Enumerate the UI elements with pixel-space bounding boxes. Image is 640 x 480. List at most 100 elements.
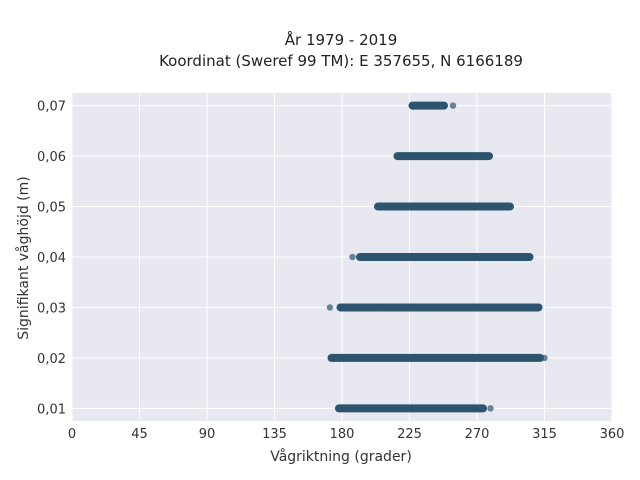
data-point xyxy=(440,203,448,210)
data-point xyxy=(406,253,414,261)
data-point xyxy=(348,354,355,362)
x-tick-label: 315 xyxy=(532,427,557,442)
y-axis-ticks: 0,01 0,02 0,03 0,04 0,05 0,06 0,07 xyxy=(37,100,66,418)
data-point xyxy=(466,253,473,261)
data-point xyxy=(432,354,439,362)
data-point xyxy=(419,102,427,109)
data-point xyxy=(476,203,483,210)
x-tick-label: 270 xyxy=(465,427,490,442)
data-point xyxy=(451,304,458,311)
data-point xyxy=(401,304,409,311)
data-point xyxy=(477,354,484,362)
data-point xyxy=(470,304,478,311)
data-point xyxy=(405,203,412,210)
data-point xyxy=(511,354,519,362)
data-point xyxy=(472,354,479,362)
data-point xyxy=(467,354,474,362)
x-axis-label: Vågriktning (grader) xyxy=(270,448,412,465)
data-point xyxy=(469,405,477,412)
data-point xyxy=(485,152,493,160)
data-point xyxy=(396,253,404,261)
y-tick-label: 0,03 xyxy=(37,301,66,316)
data-point xyxy=(461,304,468,311)
data-point xyxy=(362,304,369,311)
data-point xyxy=(335,405,343,412)
data-point xyxy=(482,354,489,362)
data-point xyxy=(387,354,395,362)
data-point xyxy=(415,203,422,210)
data-point xyxy=(466,203,473,210)
data-point xyxy=(425,102,432,109)
data-point xyxy=(450,203,458,210)
data-point xyxy=(411,304,418,311)
data-point xyxy=(485,304,493,311)
data-point xyxy=(536,354,544,362)
data-point xyxy=(409,152,416,160)
data-point xyxy=(430,203,438,210)
data-point xyxy=(530,304,537,311)
data-point xyxy=(434,152,442,160)
data-point xyxy=(516,354,524,362)
data-point-outlier xyxy=(449,102,457,109)
data-point xyxy=(479,405,487,412)
data-point xyxy=(375,405,382,412)
data-point xyxy=(414,102,421,109)
data-point xyxy=(431,304,438,311)
data-point xyxy=(462,354,469,362)
data-point xyxy=(376,253,384,261)
data-point xyxy=(368,354,375,362)
data-point xyxy=(486,203,493,210)
data-point xyxy=(380,405,387,412)
y-tick-label: 0,06 xyxy=(37,150,66,165)
data-point xyxy=(445,203,453,210)
data-point xyxy=(520,304,527,311)
data-point xyxy=(471,203,478,210)
data-point xyxy=(425,203,432,210)
data-point xyxy=(475,152,483,160)
data-point xyxy=(424,152,432,160)
data-point xyxy=(357,304,364,311)
data-point xyxy=(384,203,392,210)
data-point xyxy=(431,253,438,261)
data-point xyxy=(506,253,513,261)
data-point xyxy=(440,152,447,160)
data-point xyxy=(421,304,428,311)
data-point xyxy=(502,354,509,362)
data-point xyxy=(521,354,529,362)
data-point xyxy=(516,253,523,261)
data-point xyxy=(450,152,457,160)
data-point xyxy=(411,253,419,261)
data-point xyxy=(429,152,437,160)
data-point-outlier xyxy=(326,304,334,311)
data-point xyxy=(471,253,478,261)
data-point xyxy=(456,253,463,261)
y-tick-label: 0,04 xyxy=(37,251,66,266)
data-point xyxy=(451,253,458,261)
data-point xyxy=(496,203,504,210)
data-point xyxy=(426,253,433,261)
data-point-outlier xyxy=(541,354,548,362)
data-point xyxy=(410,405,417,412)
y-tick-label: 0,05 xyxy=(37,201,66,216)
data-point xyxy=(356,253,364,261)
data-point xyxy=(440,405,447,412)
data-point xyxy=(446,253,453,261)
data-point xyxy=(525,304,532,311)
data-point xyxy=(435,405,442,412)
data-point xyxy=(333,354,340,362)
data-point xyxy=(342,304,349,311)
data-point xyxy=(507,354,514,362)
data-point xyxy=(496,253,503,261)
data-point xyxy=(381,304,389,311)
data-point xyxy=(374,203,382,210)
data-point xyxy=(416,304,423,311)
data-point xyxy=(414,152,422,160)
data-point xyxy=(377,354,385,362)
data-point xyxy=(390,405,397,412)
data-point xyxy=(454,405,462,412)
data-point xyxy=(419,152,427,160)
data-point xyxy=(396,304,404,311)
data-point xyxy=(457,354,464,362)
data-point xyxy=(416,253,424,261)
